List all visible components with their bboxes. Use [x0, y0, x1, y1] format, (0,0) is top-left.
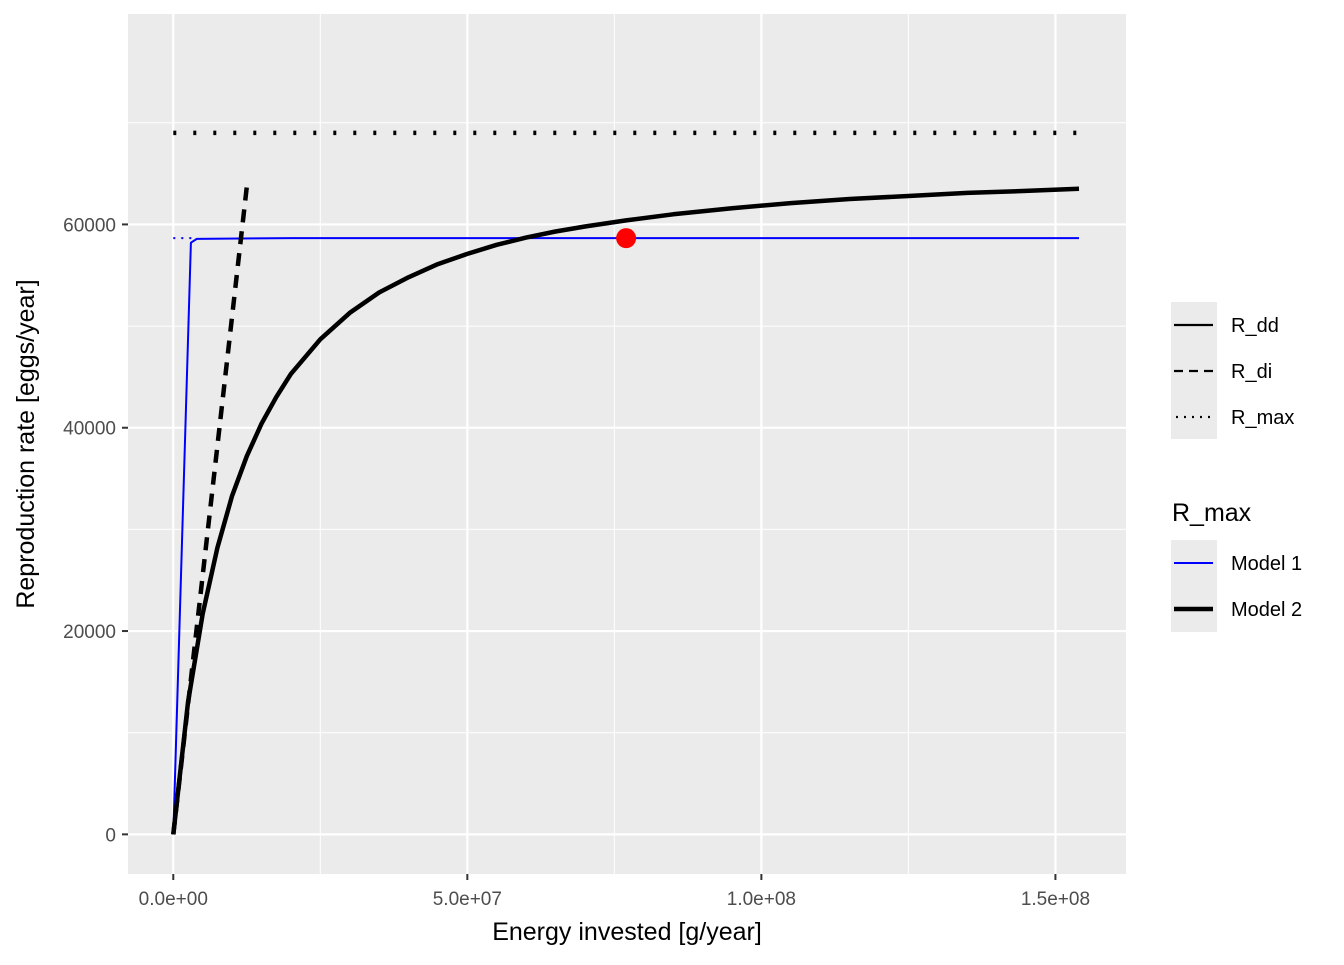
x-tick-label: 5.0e+07 [433, 889, 502, 910]
plot-panel [128, 14, 1126, 874]
x-tick-label: 1.5e+08 [1021, 889, 1090, 910]
grid-major [128, 14, 1126, 874]
legend-label-model-1: Model 1 [1231, 553, 1302, 575]
y-axis-title: Reproduction rate [eggs/year] [12, 279, 40, 608]
x-tick-label: 1.0e+08 [727, 889, 796, 910]
points-layer [616, 228, 637, 249]
grid-minor [128, 14, 1126, 874]
legend-label-r-dd: R_dd [1231, 315, 1279, 337]
series-line-model-1-r-dd [172, 237, 1079, 835]
intersection-point [616, 228, 637, 249]
legend-label-model-2: Model 2 [1231, 599, 1302, 621]
legend-model-title: R_max [1172, 499, 1252, 527]
y-tick-label: 20000 [63, 622, 116, 643]
legend-linetype: R_dd R_di R_max [1171, 302, 1294, 439]
y-axis: 0 20000 40000 60000 [63, 215, 128, 846]
legend-label-r-max: R_max [1231, 407, 1294, 429]
x-axis-title: Energy invested [g/year] [492, 918, 762, 946]
x-tick-label: 0.0e+00 [139, 889, 208, 910]
x-axis: 0.0e+00 5.0e+07 1.0e+08 1.5e+08 [139, 874, 1090, 910]
series-line-model-2-r-dd [171, 186, 1080, 835]
y-tick-label: 40000 [63, 419, 116, 440]
series-layer [171, 130, 1080, 835]
legend-model: R_max Model 1 Model 2 [1171, 499, 1302, 632]
y-tick-label: 60000 [63, 215, 116, 236]
legend-model-keys-bg [1171, 540, 1217, 632]
y-tick-label: 0 [105, 825, 116, 846]
legend-label-r-di: R_di [1231, 361, 1272, 383]
